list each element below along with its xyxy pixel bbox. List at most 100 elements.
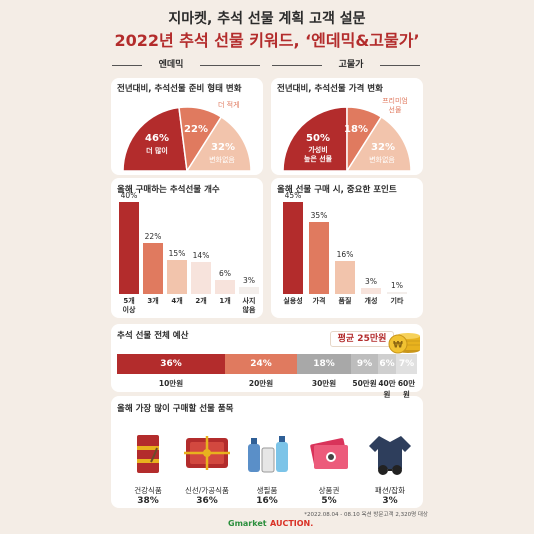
bar-value-label: 15% <box>168 248 186 258</box>
bar-category-label: 개성 <box>357 297 385 306</box>
page-subtitle: 2022년 추석 선물 키워드, ‘엔데믹&고물가’ <box>114 31 420 50</box>
pie-value: 18% <box>344 124 368 135</box>
bar-category-label-line: 기타 <box>390 297 404 305</box>
category-value: 36% <box>196 496 218 506</box>
bar <box>283 202 303 294</box>
pie-value: 32% <box>211 142 235 153</box>
section-label-left: 엔데믹 <box>158 60 184 70</box>
gift-card-icon <box>310 438 348 469</box>
pie-chart-prep <box>122 106 252 174</box>
health-food-icon <box>137 435 159 473</box>
divider <box>112 65 142 66</box>
bar <box>191 261 211 294</box>
bar-category-label-line: 4개 <box>171 297 183 305</box>
bar <box>361 287 381 294</box>
category-label: 상품권 <box>318 486 340 495</box>
bar-category-label-line: 3개 <box>147 297 159 305</box>
bar-category-label: 품질 <box>331 297 359 306</box>
pie-callout: 프리미엄 선물 <box>370 97 420 115</box>
bar-value-label: 40% <box>120 191 138 200</box>
bar-category-label: 사지 않음 <box>235 297 263 315</box>
category-label: 건강식품 <box>134 486 162 495</box>
bar <box>215 280 235 294</box>
pie-slice <box>345 115 412 172</box>
fashion-icon <box>369 436 411 475</box>
category-value: 38% <box>137 496 159 506</box>
pie-callout: 더 적게 <box>218 101 240 109</box>
bar-value-label: 6% <box>219 269 231 279</box>
category-value: 16% <box>256 496 278 506</box>
bar-category-label: 1개 <box>211 297 239 306</box>
average-badge: 평균 25만원 <box>330 331 394 347</box>
divider <box>200 65 260 66</box>
pie-chart-price <box>282 106 412 174</box>
bar-category-label: 2개 <box>187 297 215 306</box>
bar-category-label-line: 1개 <box>219 297 231 305</box>
bar-category-label: 4개 <box>163 297 191 306</box>
bar <box>143 243 163 294</box>
pie-label: 변화없음 <box>369 156 395 164</box>
chart-title: 올해 선물 구매 시, 중요한 포인트 <box>277 185 397 195</box>
bar <box>119 202 139 294</box>
chart-title: 올해 가장 많이 구매할 선물 품목 <box>117 404 234 414</box>
svg-text:₩: ₩ <box>393 341 403 351</box>
bar-value-label: 3% <box>243 276 255 286</box>
bar-category-label-line: 사지 <box>242 297 256 305</box>
gmarket-logo: Gmarket <box>228 519 267 528</box>
pie-label-line: 프리미엄 <box>382 97 408 105</box>
pie-slice <box>282 106 348 172</box>
bar-category-label: 가격 <box>305 297 333 306</box>
category-circle <box>359 422 421 484</box>
chart-title: 전년대비, 추석선물 가격 변화 <box>277 84 383 94</box>
category-circle <box>176 422 238 484</box>
bar-category-label-line: 2개 <box>195 297 207 305</box>
bar <box>387 291 407 294</box>
pie-value: 22% <box>184 124 208 135</box>
category-circle <box>298 422 360 484</box>
bar <box>239 287 259 294</box>
bar-category-label-line: 실용성 <box>283 297 303 305</box>
category-label: 신선/가공식품 <box>185 486 229 495</box>
bar-value-label: 1% <box>391 280 403 290</box>
auction-logo: AUCTION. <box>270 519 314 528</box>
pie-label: 가성비 높은 선물 <box>296 146 340 164</box>
pie-value: 46% <box>145 133 169 144</box>
bar <box>309 222 329 294</box>
page-title: 지마켓, 추석 선물 계획 고객 설문 <box>168 11 366 27</box>
section-label-right: 고물가 <box>338 60 364 70</box>
bar-chart-count: 40% 5개 이상 22% 3개 15% 4개 14% 2개 6% 1개 3% 사지 않음 <box>111 178 263 318</box>
bar-value-label: 14% <box>192 250 210 260</box>
fresh-food-icon <box>184 436 230 470</box>
bar-category-label: 기타 <box>383 297 411 306</box>
category-value: 3% <box>382 496 398 506</box>
pie-label-line: 높은 선물 <box>303 155 333 163</box>
bar-chart-point: 45% 실용성 35% 가격 16% 품질 3% 개성 1% 기타 <box>271 178 423 318</box>
divider <box>380 65 420 66</box>
category-circle <box>236 422 298 484</box>
bar-category-label-line: 5개 <box>123 297 135 305</box>
daily-goods-icon <box>248 436 288 473</box>
bar-category-label-line: 이상 <box>122 306 136 314</box>
category-circle <box>117 422 179 484</box>
bar-category-label: 실용성 <box>279 297 307 306</box>
chart-title: 올해 구매하는 추석선물 개수 <box>117 185 220 195</box>
pie-value: 50% <box>306 133 330 144</box>
bar-category-label-line: 가격 <box>312 297 326 305</box>
pie-label-line: 선물 <box>388 106 402 114</box>
bar-category-label-line: 않음 <box>242 306 256 314</box>
bar-value-label: 3% <box>365 276 377 286</box>
bar-value-label: 35% <box>310 211 328 221</box>
coin-stack-icon: ₩ <box>388 333 420 354</box>
chart-title: 전년대비, 추석선물 준비 형태 변화 <box>117 84 242 94</box>
pie-label: 더 많이 <box>146 147 168 155</box>
pie-label: 변화없음 <box>209 156 235 164</box>
chart-title: 추석 선물 전체 예산 <box>117 331 189 341</box>
pie-value: 32% <box>371 142 395 153</box>
bar-category-label: 5개 이상 <box>115 297 143 315</box>
bar-category-label-line: 품질 <box>338 297 352 305</box>
pie-label-line: 가성비 <box>308 146 328 154</box>
bar <box>335 261 355 294</box>
category-label: 패션/잡화 <box>374 486 406 495</box>
bar-category-label-line: 개성 <box>364 297 378 305</box>
bar-category-label: 3개 <box>139 297 167 306</box>
